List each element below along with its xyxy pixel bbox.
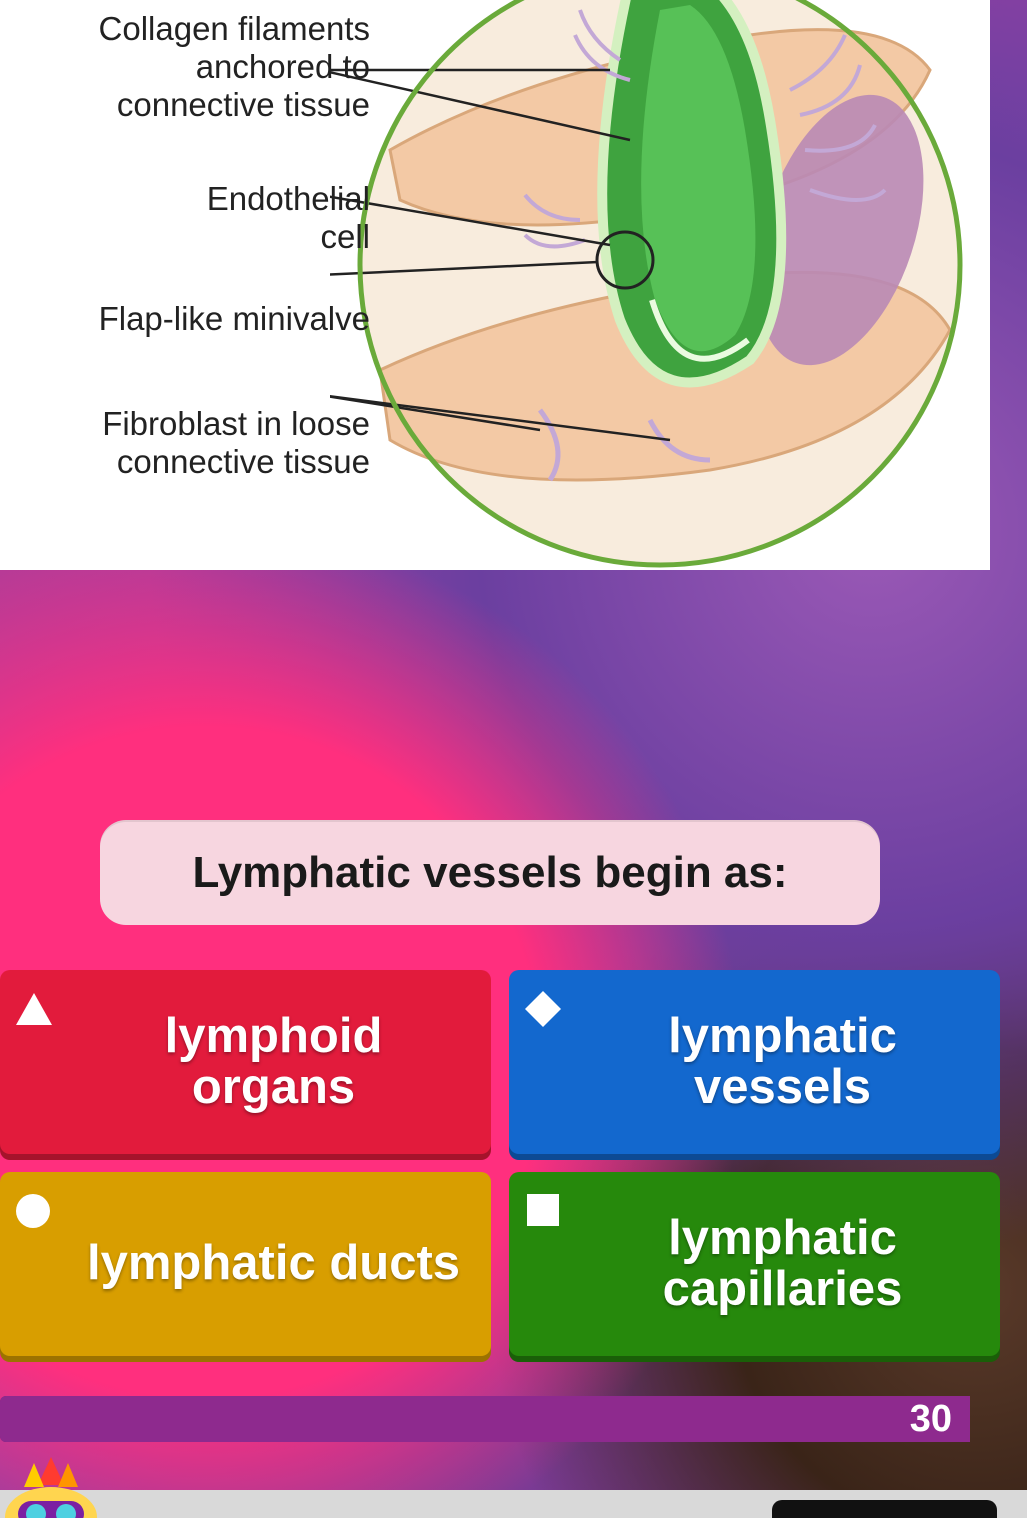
- answer-option-4[interactable]: lymphatic capillaries: [509, 1172, 1000, 1356]
- answer-option-2[interactable]: lymphatic vessels: [509, 970, 1000, 1154]
- timer-seconds: 30: [910, 1398, 952, 1441]
- answer-label: lymphatic capillaries: [589, 1213, 976, 1316]
- diagram-label-minivalve: Flap-like minivalve: [20, 300, 370, 338]
- question-text: Lymphatic vessels begin as:: [100, 820, 880, 925]
- lymphatic-capillary-diagram: [330, 0, 990, 570]
- player-avatar: [0, 1455, 106, 1518]
- square-icon: [527, 1194, 559, 1226]
- diamond-icon: [523, 988, 563, 1028]
- answer-label: lymphoid organs: [80, 1011, 467, 1114]
- answer-option-3[interactable]: lymphatic ducts: [0, 1172, 491, 1356]
- circle-icon: [16, 1194, 50, 1228]
- answer-label: lymphatic ducts: [87, 1238, 460, 1289]
- question-diagram: Collagen filaments anchored to connectiv…: [0, 0, 990, 570]
- answer-option-1[interactable]: lymphoid organs: [0, 970, 491, 1154]
- diagram-label-fibroblast: Fibroblast in loose connective tissue: [20, 405, 370, 481]
- triangle-icon: [14, 988, 54, 1028]
- bottom-right-button[interactable]: [772, 1500, 997, 1518]
- diagram-label-collagen: Collagen filaments anchored to connectiv…: [20, 10, 370, 124]
- answers-grid: lymphoid organs lymphatic vessels lympha…: [0, 970, 1000, 1356]
- answer-label: lymphatic vessels: [589, 1011, 976, 1114]
- diagram-label-endothelial: Endothelial cell: [20, 180, 370, 256]
- timer-bar-fill: [0, 1396, 970, 1442]
- timer-bar: 30: [0, 1396, 970, 1442]
